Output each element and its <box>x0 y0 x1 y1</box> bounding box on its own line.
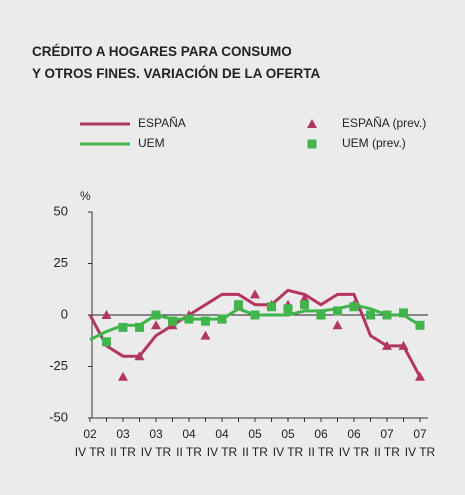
square-marker <box>366 310 375 320</box>
triangle-marker <box>332 320 343 330</box>
x-tick-year: 04 <box>215 427 229 441</box>
square-marker <box>382 310 392 320</box>
x-tick-quarter: II TR <box>308 445 334 459</box>
x-tick-year: 05 <box>248 427 262 441</box>
square-marker <box>349 302 359 312</box>
square-marker <box>217 314 227 324</box>
series-line <box>88 288 422 378</box>
square-marker <box>250 310 260 320</box>
x-tick-year: 02 <box>83 427 97 441</box>
y-unit: % <box>80 189 91 203</box>
legend-label: ESPAÑA (prev.) <box>342 116 426 130</box>
triangle-marker <box>151 320 161 330</box>
x-tick-year: 04 <box>182 427 196 441</box>
x-tick-quarter: II TR <box>110 445 136 459</box>
x-tick-year: 06 <box>347 427 361 441</box>
x-tick-year: 05 <box>281 427 295 441</box>
square-marker <box>102 337 111 347</box>
x-tick-quarter: II TR <box>176 445 202 459</box>
x-tick-year: 03 <box>149 427 163 441</box>
y-tick-label: 25 <box>54 255 68 270</box>
legend-label: ESPAÑA <box>138 116 186 130</box>
chart-title: Y OTROS FINES. VARIACIÓN DE LA OFERTA <box>32 66 321 81</box>
x-tick-quarter: IV TR <box>273 445 304 459</box>
y-tick-label: -50 <box>49 409 68 424</box>
x-tick-quarter: IV TR <box>405 445 436 459</box>
x-tick-year: 07 <box>413 427 427 441</box>
square-marker <box>283 304 293 314</box>
square-marker <box>184 314 194 324</box>
square-marker <box>168 316 177 326</box>
legend-triangle <box>307 119 317 128</box>
triangle-marker <box>118 371 128 381</box>
triangle-marker <box>398 340 409 350</box>
y-tick-label: -25 <box>49 358 68 373</box>
x-tick-year: 07 <box>380 427 394 441</box>
legend-square <box>307 139 317 149</box>
square-marker <box>201 316 210 326</box>
x-tick-quarter: IV TR <box>339 445 370 459</box>
legend-label: UEM <box>138 136 165 150</box>
square-marker <box>118 322 128 332</box>
square-marker <box>151 310 161 320</box>
square-marker <box>316 310 326 320</box>
x-tick-quarter: IV TR <box>75 445 106 459</box>
square-marker <box>300 300 309 310</box>
x-tick-quarter: IV TR <box>207 445 238 459</box>
square-marker <box>234 300 243 310</box>
x-tick-year: 03 <box>116 427 130 441</box>
x-tick-quarter: IV TR <box>141 445 172 459</box>
square-marker <box>333 306 342 316</box>
triangle-marker <box>134 351 145 361</box>
x-tick-quarter: II TR <box>242 445 268 459</box>
triangle-marker <box>250 289 260 299</box>
square-marker <box>267 302 276 312</box>
chart-title: CRÉDITO A HOGARES PARA CONSUMO <box>32 44 292 59</box>
y-tick-label: 50 <box>54 203 68 218</box>
x-tick-quarter: II TR <box>374 445 400 459</box>
triangle-marker <box>415 371 425 381</box>
y-tick-label: 0 <box>61 306 68 321</box>
square-marker <box>399 308 408 318</box>
x-tick-year: 06 <box>314 427 328 441</box>
square-marker <box>415 320 425 330</box>
triangle-marker <box>101 310 112 319</box>
triangle-marker <box>200 330 211 340</box>
square-marker <box>135 322 144 332</box>
triangle-marker <box>382 340 392 350</box>
legend-label: UEM (prev.) <box>342 136 406 150</box>
